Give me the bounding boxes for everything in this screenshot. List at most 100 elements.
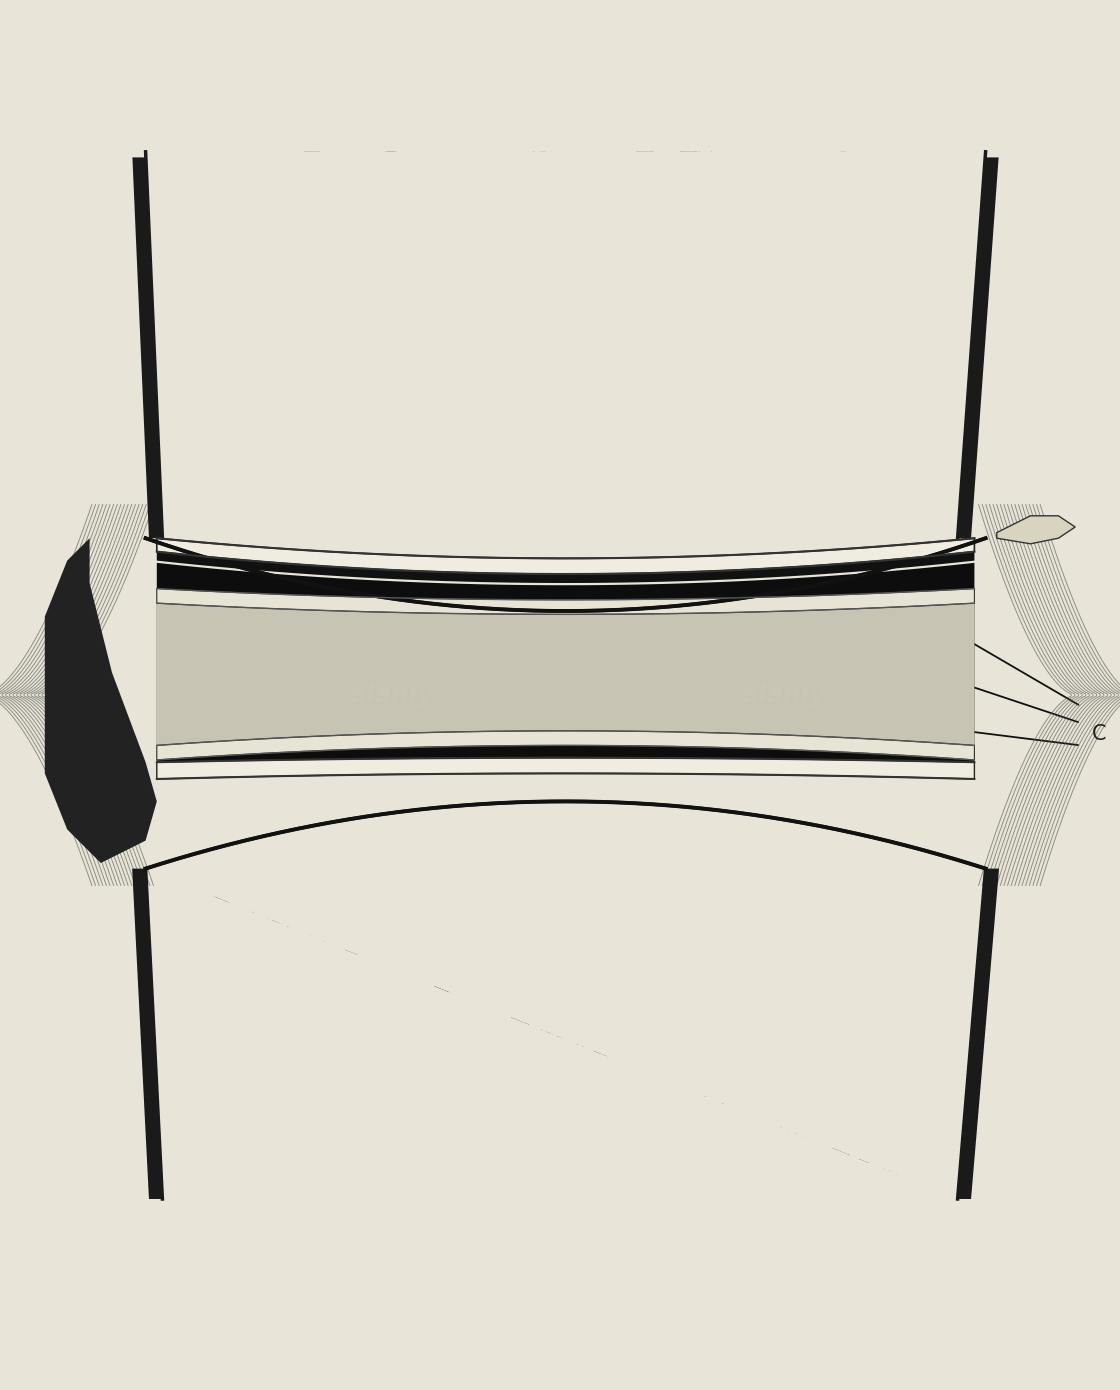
Ellipse shape [754, 1094, 775, 1115]
Ellipse shape [672, 1133, 683, 1165]
Ellipse shape [300, 146, 319, 174]
Ellipse shape [898, 356, 927, 373]
Ellipse shape [707, 852, 737, 866]
Polygon shape [157, 563, 974, 771]
Ellipse shape [736, 364, 752, 381]
Ellipse shape [870, 409, 885, 425]
Ellipse shape [636, 147, 662, 175]
Ellipse shape [310, 834, 326, 859]
Ellipse shape [833, 1147, 850, 1162]
Ellipse shape [753, 332, 767, 354]
Ellipse shape [825, 922, 846, 940]
Ellipse shape [735, 493, 746, 506]
Ellipse shape [618, 1176, 645, 1194]
Ellipse shape [825, 525, 837, 541]
Ellipse shape [227, 974, 252, 998]
Ellipse shape [326, 1105, 344, 1129]
Ellipse shape [549, 378, 561, 403]
Ellipse shape [480, 291, 492, 306]
Ellipse shape [700, 346, 713, 359]
Ellipse shape [407, 1015, 426, 1040]
Ellipse shape [763, 247, 793, 265]
Ellipse shape [905, 156, 912, 164]
Ellipse shape [846, 1106, 855, 1116]
Ellipse shape [846, 420, 868, 442]
Ellipse shape [656, 891, 675, 916]
Ellipse shape [569, 524, 578, 532]
Polygon shape [157, 552, 974, 582]
Ellipse shape [400, 852, 424, 874]
Ellipse shape [271, 473, 280, 491]
Ellipse shape [921, 806, 946, 824]
Ellipse shape [283, 431, 301, 441]
Ellipse shape [223, 364, 240, 381]
Ellipse shape [346, 352, 354, 361]
Ellipse shape [584, 1065, 597, 1084]
Ellipse shape [299, 834, 318, 862]
Ellipse shape [813, 310, 831, 329]
Ellipse shape [356, 157, 367, 179]
Ellipse shape [460, 182, 474, 196]
Ellipse shape [731, 819, 750, 847]
Ellipse shape [484, 264, 505, 278]
Ellipse shape [797, 956, 813, 970]
Ellipse shape [440, 863, 460, 883]
Ellipse shape [708, 820, 739, 841]
Ellipse shape [205, 933, 226, 942]
Polygon shape [997, 516, 1075, 543]
Ellipse shape [697, 177, 717, 186]
Ellipse shape [702, 203, 719, 220]
Ellipse shape [839, 417, 860, 445]
Ellipse shape [299, 267, 314, 275]
Ellipse shape [809, 1065, 819, 1073]
Ellipse shape [426, 1068, 455, 1080]
Ellipse shape [388, 834, 398, 852]
Ellipse shape [422, 154, 430, 163]
Ellipse shape [924, 498, 940, 516]
Ellipse shape [628, 1088, 637, 1101]
Ellipse shape [342, 992, 351, 1005]
Ellipse shape [707, 396, 718, 411]
Ellipse shape [895, 941, 908, 963]
Ellipse shape [404, 924, 424, 944]
Ellipse shape [867, 834, 876, 848]
Ellipse shape [809, 935, 823, 944]
Ellipse shape [512, 1002, 532, 1030]
Ellipse shape [904, 1191, 920, 1207]
Text: C: C [1092, 724, 1107, 744]
Ellipse shape [841, 891, 857, 910]
Ellipse shape [508, 891, 529, 898]
Polygon shape [132, 157, 162, 538]
Ellipse shape [485, 484, 495, 502]
Ellipse shape [480, 463, 500, 488]
Ellipse shape [923, 431, 944, 452]
Ellipse shape [913, 485, 931, 496]
Ellipse shape [876, 398, 896, 418]
Ellipse shape [233, 296, 243, 306]
Ellipse shape [398, 856, 416, 870]
Ellipse shape [196, 1031, 228, 1041]
Ellipse shape [916, 393, 927, 403]
Ellipse shape [440, 1159, 460, 1188]
Ellipse shape [336, 949, 357, 966]
Ellipse shape [795, 363, 812, 389]
Ellipse shape [246, 912, 254, 922]
Ellipse shape [747, 240, 767, 256]
Ellipse shape [523, 910, 534, 917]
Ellipse shape [794, 309, 801, 314]
Ellipse shape [554, 934, 577, 960]
Ellipse shape [213, 949, 223, 974]
Ellipse shape [889, 1101, 908, 1119]
Ellipse shape [868, 1083, 878, 1094]
Ellipse shape [572, 207, 580, 213]
Ellipse shape [330, 951, 348, 981]
Ellipse shape [452, 999, 470, 1017]
Ellipse shape [468, 817, 474, 824]
Ellipse shape [456, 414, 469, 431]
Ellipse shape [551, 1084, 568, 1099]
Ellipse shape [408, 537, 419, 560]
Ellipse shape [540, 375, 550, 393]
Ellipse shape [198, 203, 214, 217]
Ellipse shape [419, 1076, 450, 1087]
Ellipse shape [301, 502, 324, 528]
